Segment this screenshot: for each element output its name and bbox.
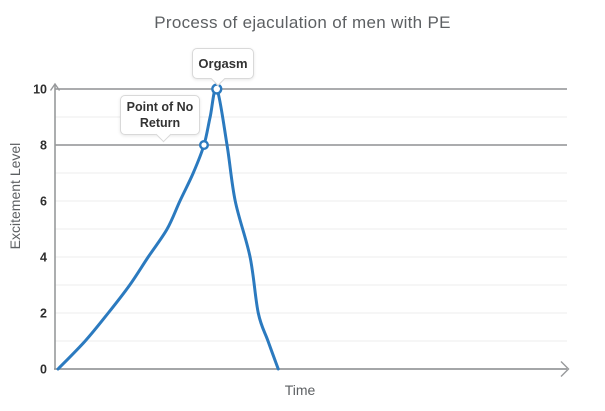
y-tick-label: 0	[40, 363, 47, 377]
data-point-marker	[211, 83, 223, 95]
y-tick-label: 6	[40, 195, 47, 209]
y-tick-label: 10	[33, 83, 47, 97]
annotation-point-of-no-return: Point of No Return	[120, 95, 200, 135]
y-axis-arrow-icon	[49, 82, 61, 91]
data-point-marker	[198, 139, 209, 150]
y-tick-label: 8	[40, 139, 47, 153]
x-axis-label: Time	[284, 382, 316, 398]
annotation-ponr-label: Point of No Return	[126, 100, 194, 130]
y-tick-label: 2	[40, 307, 47, 321]
x-axis-arrow-icon	[560, 361, 570, 377]
y-tick-label: 4	[40, 251, 47, 265]
annotation-orgasm: Orgasm	[192, 48, 254, 79]
y-axis-label: Excitement Level	[7, 142, 23, 250]
annotation-orgasm-label: Orgasm	[198, 56, 248, 71]
chart-title: Process of ejaculation of men with PE	[154, 13, 451, 32]
